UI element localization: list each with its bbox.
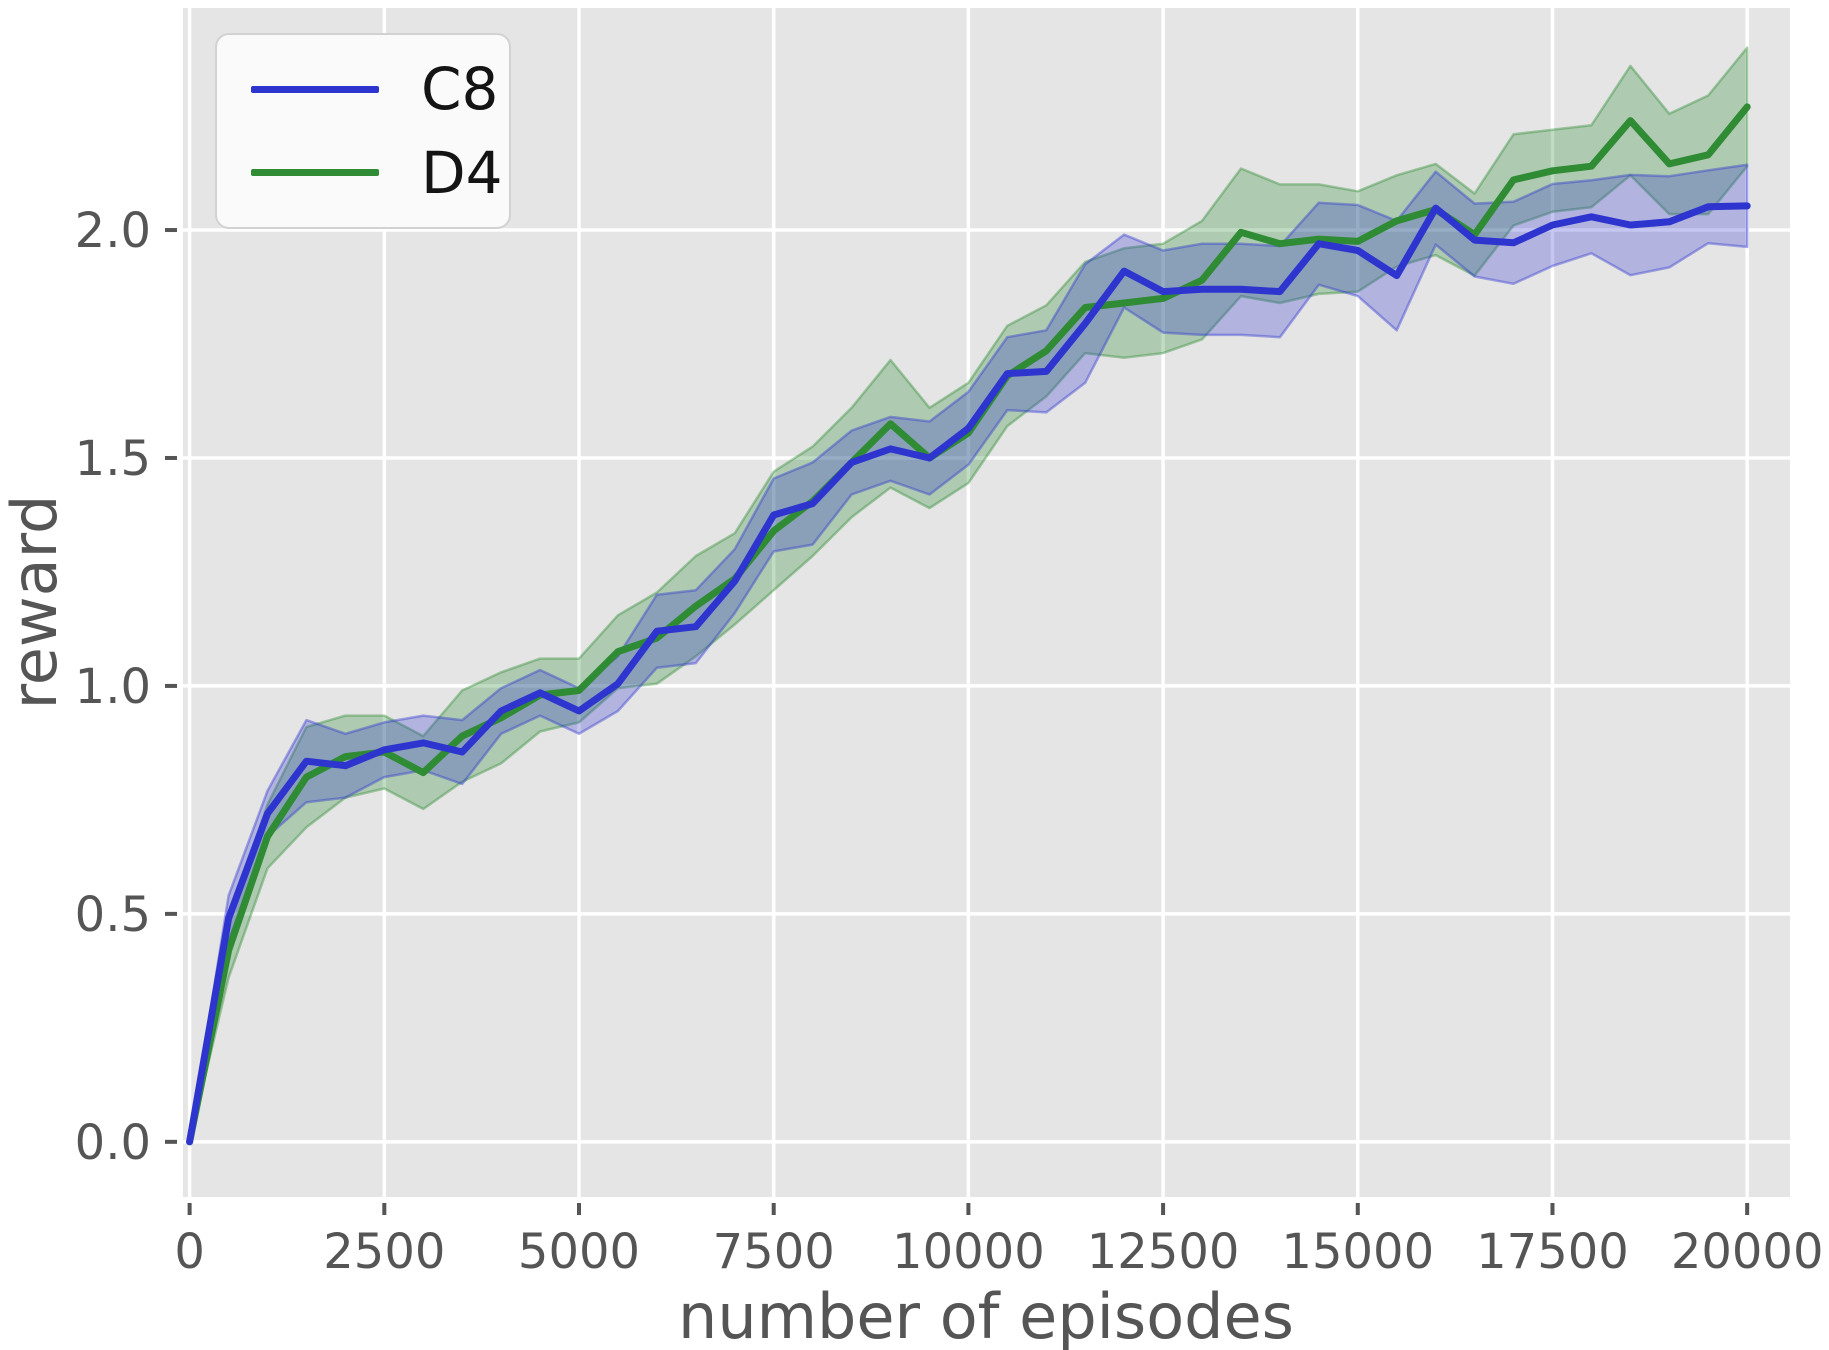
x-tick-label: 10000 — [892, 1224, 1045, 1280]
legend-entry-C8: C8 — [251, 60, 509, 118]
series-line-C8 — [186, 202, 1751, 1146]
y-tick-label: 0.0 — [75, 1115, 151, 1171]
x-tick-label: 2500 — [323, 1224, 445, 1280]
y-tick-label: 1.5 — [75, 431, 151, 487]
y-tick-label: 0.5 — [75, 887, 151, 943]
y-tick-label: 1.0 — [75, 659, 151, 715]
plot-area: 0 2500 5000 7500 10000 12500 15000 17500 20000 0.… — [75, 8, 1824, 1280]
legend-line-swatch — [251, 85, 379, 93]
legend: C8 D4 — [215, 33, 511, 229]
x-tick-label: 7500 — [713, 1224, 835, 1280]
legend-entry-D4: D4 — [251, 144, 509, 202]
legend-label: D4 — [421, 138, 503, 207]
x-tick-label: 20000 — [1671, 1224, 1824, 1280]
x-axis-label: number of episodes — [678, 1280, 1294, 1350]
x-tick-label: 17500 — [1476, 1224, 1629, 1280]
x-tick-label: 5000 — [518, 1224, 640, 1280]
legend-label: C8 — [421, 55, 499, 124]
y-axis-label: reward — [0, 495, 71, 710]
x-tick-label: 0 — [174, 1224, 205, 1280]
legend-line-swatch — [251, 169, 379, 177]
y-tick-label: 2.0 — [75, 203, 151, 259]
x-tick-label: 15000 — [1281, 1224, 1434, 1280]
x-tick-label: 12500 — [1087, 1224, 1240, 1280]
